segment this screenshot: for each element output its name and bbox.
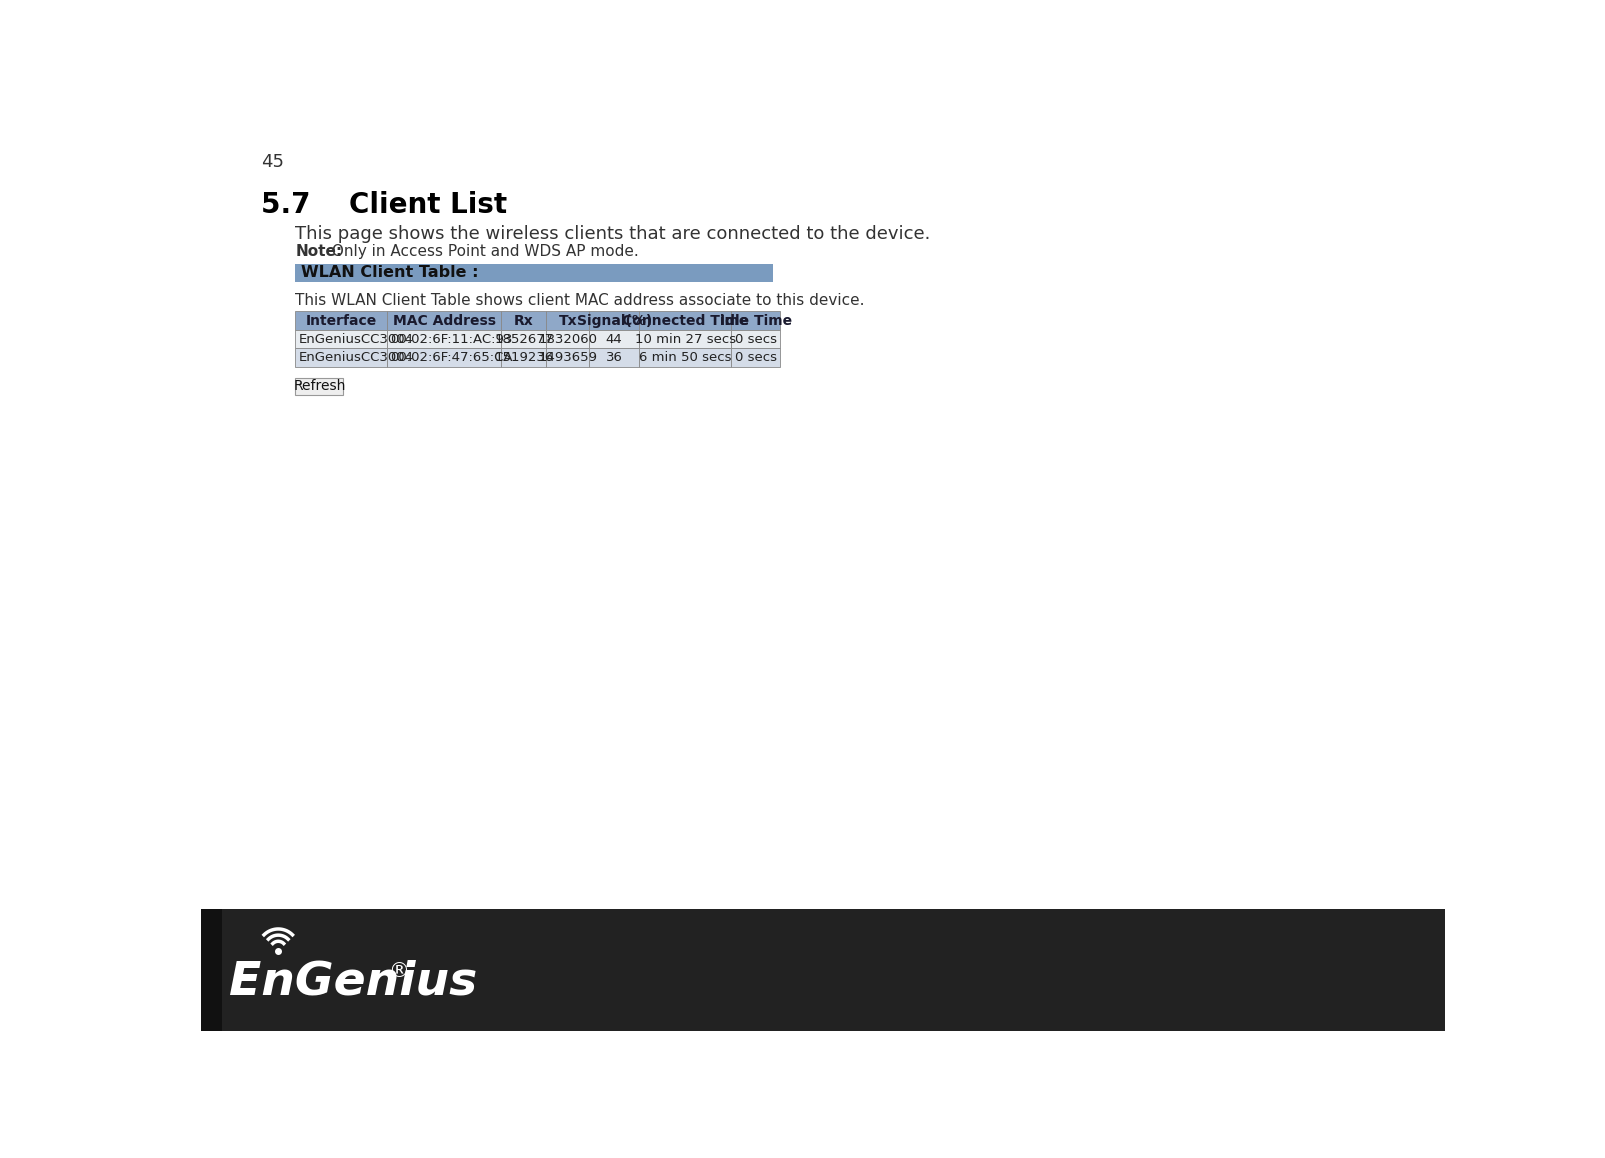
Text: This WLAN Client Table shows client MAC address associate to this device.: This WLAN Client Table shows client MAC … [295,293,863,308]
Text: Only in Access Point and WDS AP mode.: Only in Access Point and WDS AP mode. [327,243,639,258]
Bar [589,330,639,349]
Text: Rx: Rx [514,314,533,328]
Text: EnGeniusCC3004: EnGeniusCC3004 [299,332,412,345]
Text: 44: 44 [605,332,623,345]
Text: 1832060: 1832060 [538,332,597,345]
Text: MAC Address: MAC Address [392,314,496,328]
Text: Signal(%): Signal(%) [576,314,652,328]
Text: This page shows the wireless clients that are connected to the device.: This page shows the wireless clients tha… [295,225,929,243]
Text: EnGenius: EnGenius [230,959,477,1004]
Text: 45: 45 [262,153,284,171]
Bar [546,349,589,367]
Bar [387,312,501,330]
Text: 0 secs: 0 secs [733,351,777,364]
Text: Refresh: Refresh [294,379,345,393]
Text: 1519236: 1519236 [494,351,554,364]
Bar [546,312,589,330]
Bar [295,330,387,349]
Text: 1852677: 1852677 [494,332,554,345]
Bar [387,349,501,367]
Bar [730,349,780,367]
Bar [295,264,772,283]
Bar [730,312,780,330]
Bar [589,349,639,367]
Bar [639,312,730,330]
Text: ®: ® [388,961,409,981]
Bar [295,312,387,330]
Text: 0 secs: 0 secs [733,332,777,345]
Text: 00:02:6F:11:AC:93: 00:02:6F:11:AC:93 [390,332,512,345]
Bar [201,909,1444,1031]
Text: 1493659: 1493659 [538,351,597,364]
Bar [295,349,387,367]
Bar [589,312,639,330]
Bar [639,330,730,349]
Text: 5.7    Client List: 5.7 Client List [262,191,507,219]
Text: Note:: Note: [295,243,342,258]
Bar [387,330,501,349]
Bar [201,909,223,1031]
Bar [546,330,589,349]
Text: Tx: Tx [559,314,576,328]
Bar [639,349,730,367]
Text: EnGeniusCC3004: EnGeniusCC3004 [299,351,412,364]
Text: Idle Time: Idle Time [719,314,791,328]
Bar [730,330,780,349]
Text: WLAN Client Table :: WLAN Client Table : [302,265,478,280]
Bar [501,312,546,330]
Text: 6 min 50 secs: 6 min 50 secs [639,351,730,364]
Text: Connected Time: Connected Time [621,314,748,328]
Bar [501,330,546,349]
Text: 00:02:6F:47:65:CA: 00:02:6F:47:65:CA [390,351,512,364]
Text: 10 min 27 secs: 10 min 27 secs [634,332,735,345]
Bar [501,349,546,367]
Text: Interface: Interface [305,314,377,328]
Text: 36: 36 [605,351,623,364]
FancyBboxPatch shape [295,378,343,395]
